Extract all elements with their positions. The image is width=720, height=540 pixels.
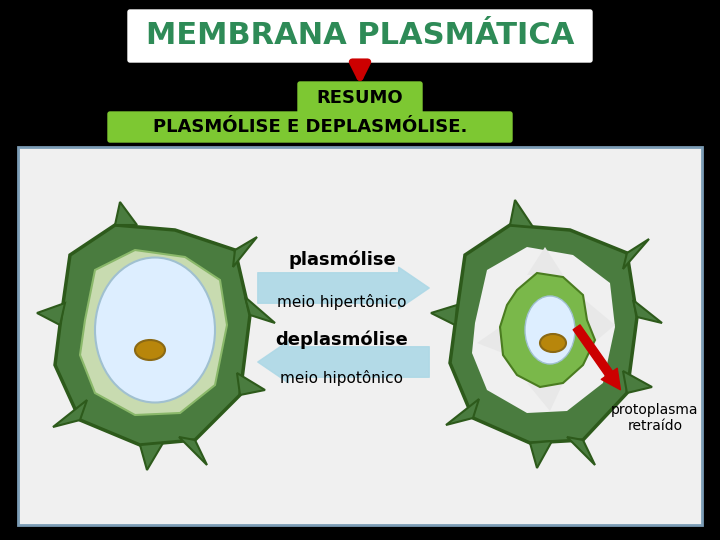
- Polygon shape: [510, 200, 533, 227]
- FancyBboxPatch shape: [108, 112, 512, 142]
- Text: MEMBRANA PLASMÁTICA: MEMBRANA PLASMÁTICA: [146, 22, 574, 51]
- Text: meio hipertônico: meio hipertônico: [277, 294, 407, 310]
- Polygon shape: [80, 250, 227, 415]
- Polygon shape: [500, 273, 595, 387]
- FancyBboxPatch shape: [128, 10, 592, 62]
- Text: protoplasma
retraído: protoplasma retraído: [611, 403, 698, 433]
- Polygon shape: [37, 303, 65, 325]
- Polygon shape: [472, 247, 615, 413]
- Ellipse shape: [540, 334, 566, 352]
- Text: meio hipotônico: meio hipotônico: [281, 370, 403, 386]
- Polygon shape: [623, 371, 652, 393]
- Polygon shape: [530, 441, 552, 468]
- Polygon shape: [446, 399, 479, 425]
- FancyArrowPatch shape: [258, 341, 429, 383]
- FancyBboxPatch shape: [298, 82, 422, 114]
- Text: plasmólise: plasmólise: [288, 251, 396, 269]
- FancyArrowPatch shape: [573, 325, 621, 390]
- Polygon shape: [53, 400, 87, 427]
- Polygon shape: [115, 202, 137, 225]
- Polygon shape: [179, 437, 207, 465]
- Polygon shape: [55, 225, 250, 445]
- Ellipse shape: [95, 258, 215, 402]
- Polygon shape: [237, 373, 265, 395]
- FancyBboxPatch shape: [18, 147, 702, 525]
- Polygon shape: [585, 300, 615, 350]
- Text: PLASMÓLISE E DEPLASMÓLISE.: PLASMÓLISE E DEPLASMÓLISE.: [153, 118, 467, 136]
- Polygon shape: [233, 237, 257, 267]
- Polygon shape: [140, 443, 163, 470]
- Polygon shape: [527, 383, 563, 411]
- Text: deplasmólise: deplasmólise: [276, 330, 408, 349]
- Polygon shape: [477, 325, 503, 353]
- Text: RESUMO: RESUMO: [317, 89, 403, 107]
- FancyArrowPatch shape: [258, 267, 429, 309]
- Polygon shape: [623, 239, 649, 269]
- Ellipse shape: [135, 340, 165, 360]
- Polygon shape: [633, 300, 662, 323]
- Polygon shape: [567, 437, 595, 465]
- Polygon shape: [450, 225, 637, 443]
- Ellipse shape: [525, 296, 575, 364]
- Polygon shape: [245, 297, 275, 323]
- Polygon shape: [527, 247, 563, 275]
- Polygon shape: [431, 305, 457, 325]
